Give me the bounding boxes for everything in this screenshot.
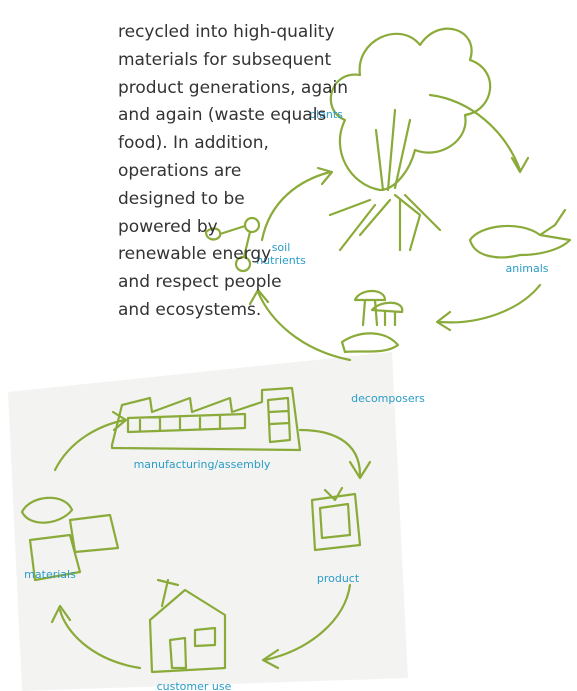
page: plantsanimalsdecomposerssoilnutrientsman… bbox=[0, 0, 577, 691]
text-line: recycled into high-quality bbox=[118, 22, 335, 42]
node-label: customer use bbox=[157, 680, 232, 691]
text-line: operations are bbox=[118, 161, 241, 181]
illustration: plantsanimalsdecomposerssoilnutrientsman… bbox=[0, 0, 577, 691]
paper-background bbox=[8, 352, 408, 691]
node-label: animals bbox=[505, 262, 548, 275]
node-label: decomposers bbox=[351, 392, 425, 405]
text-line: designed to be bbox=[118, 189, 245, 209]
text-line: powered by bbox=[118, 217, 218, 237]
text-line: and respect people bbox=[118, 272, 282, 292]
node-label: soil bbox=[272, 241, 291, 254]
node-label: manufacturing/assembly bbox=[134, 458, 271, 471]
node-label: materials bbox=[24, 568, 76, 581]
text-line: renewable energy bbox=[118, 244, 271, 264]
node-label: product bbox=[317, 572, 360, 585]
text-line: food). In addition, bbox=[118, 133, 269, 153]
text-line: product generations, again bbox=[118, 78, 348, 98]
text-line: materials for subsequent bbox=[118, 50, 331, 70]
text-line: and again (waste equals bbox=[118, 105, 326, 125]
text-line: and ecosystems. bbox=[118, 300, 261, 320]
